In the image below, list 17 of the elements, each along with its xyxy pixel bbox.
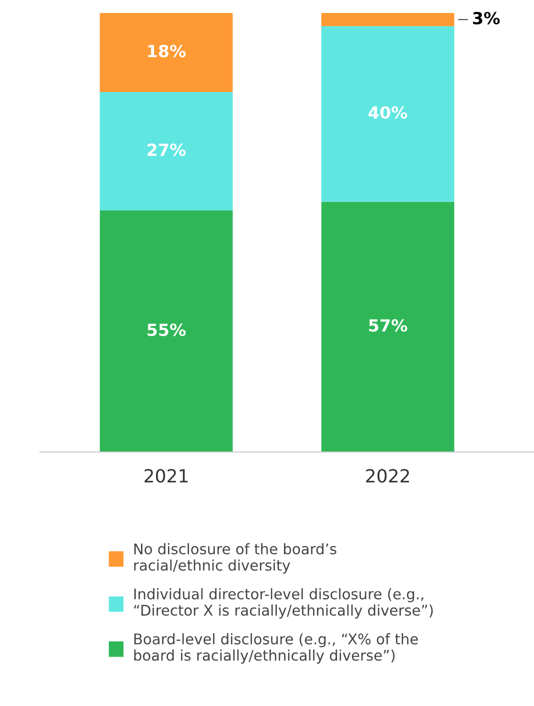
- legend-label: Board-level disclosure (e.g., “X% of the board is racially/ethnically diverse”): [134, 633, 418, 664]
- data-label: 3%: [473, 12, 500, 24]
- bar: [100, 210, 233, 452]
- data-label: 18%: [148, 44, 186, 58]
- bar: [321, 13, 454, 26]
- data-label: 40%: [368, 106, 408, 119]
- x-tick-label: 2021: [144, 468, 188, 483]
- data-label: 57%: [369, 319, 408, 332]
- legend-label: Individual director-level disclosure (e.g., “Director X is racially/ethnically diverse”): [134, 588, 433, 619]
- bar: [321, 26, 454, 202]
- data-label: 27%: [148, 144, 186, 156]
- bar: [321, 202, 454, 452]
- bar: [100, 92, 233, 211]
- legend-label: No disclosure of the board’s racial/ethnic diversity: [134, 543, 336, 574]
- x-tick-label: 2022: [366, 468, 409, 483]
- bar: [100, 13, 233, 92]
- data-label: 55%: [148, 324, 186, 336]
